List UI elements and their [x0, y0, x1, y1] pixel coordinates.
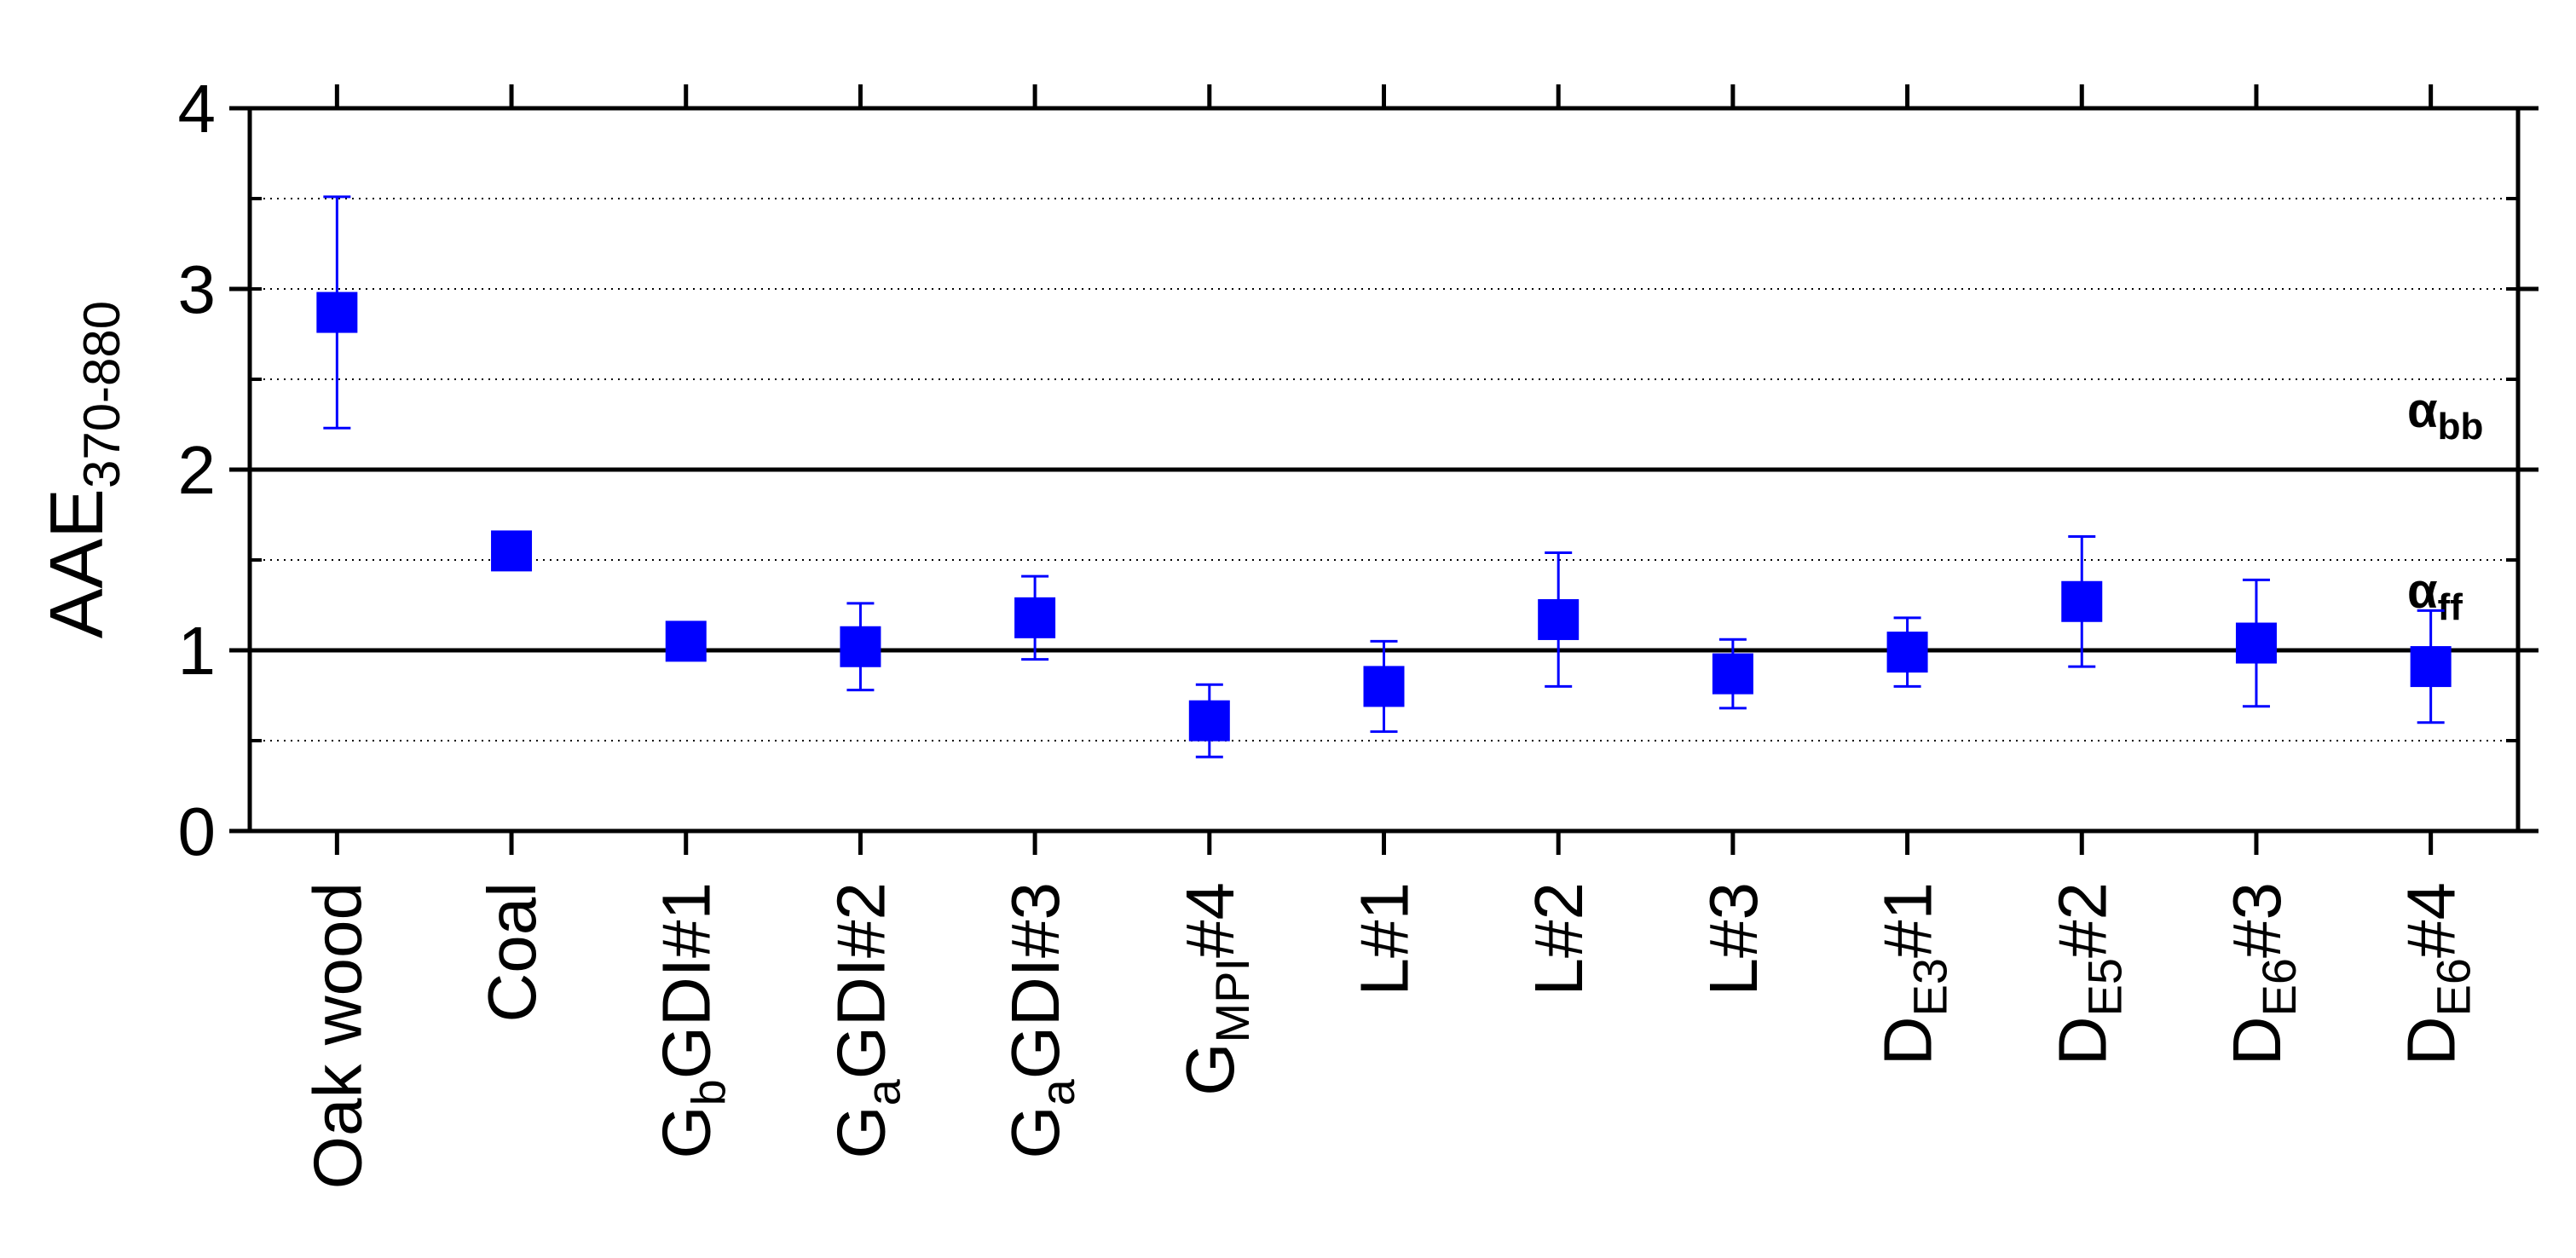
- y-axis-label: AAE370-880: [34, 301, 130, 638]
- text-part: #4: [2394, 882, 2469, 958]
- text-part: D: [2044, 1016, 2120, 1065]
- text-part: GDI#3: [997, 882, 1073, 1079]
- text-part: α: [2407, 383, 2438, 438]
- y-tick-label: 3: [178, 251, 217, 327]
- text-part: G: [1172, 1043, 1248, 1096]
- x-tick-label: DE6#3: [2219, 882, 2306, 1065]
- marker: [840, 626, 881, 667]
- x-tick-label: GbGDI#1: [649, 882, 736, 1159]
- text-part: AAE: [34, 488, 118, 638]
- text-part: D: [2219, 1016, 2295, 1065]
- marker: [491, 530, 533, 572]
- annotation: αbb: [2407, 383, 2483, 447]
- y-tick-label: 1: [178, 613, 217, 689]
- x-tick-label: GaGDI#3: [997, 882, 1084, 1159]
- x-tick-label: DE5#2: [2044, 882, 2131, 1065]
- text-part: G: [823, 1105, 898, 1158]
- text-part: G: [997, 1105, 1073, 1158]
- marker: [2235, 622, 2277, 664]
- subscript: E5: [2077, 958, 2131, 1017]
- text-part: #1: [1870, 882, 1946, 958]
- text-part: Coal: [474, 882, 550, 1023]
- subscript: a: [1031, 1078, 1084, 1105]
- x-tick-label: GaGDI#2: [823, 882, 910, 1159]
- marker: [1712, 653, 1753, 695]
- text-part: D: [1870, 1016, 1946, 1065]
- x-tick-label: DE3#1: [1870, 882, 1957, 1065]
- marker: [1014, 597, 1056, 638]
- y-tick-label: 2: [178, 432, 217, 508]
- marker: [2061, 580, 2103, 622]
- text-part: GDI#1: [649, 882, 725, 1079]
- subscript: bb: [2438, 406, 2484, 447]
- marker: [1886, 632, 1928, 673]
- y-tick-label: 4: [178, 71, 217, 147]
- subscript: MPI: [1205, 958, 1259, 1043]
- text-part: #2: [2044, 882, 2120, 958]
- subscript: 370-880: [73, 301, 130, 488]
- subscript: E6: [2252, 958, 2306, 1017]
- subscript: b: [682, 1079, 736, 1105]
- text-part: L#3: [1695, 882, 1771, 995]
- y-tick-label: 0: [178, 793, 217, 869]
- x-tick-label: DE6#4: [2394, 882, 2481, 1065]
- x-tick-label: Oak wood: [299, 882, 375, 1189]
- text-part: #3: [2219, 882, 2295, 958]
- text-part: G: [649, 1105, 725, 1158]
- marker: [316, 291, 358, 333]
- subscript: a: [856, 1078, 910, 1105]
- subscript: ff: [2438, 586, 2463, 628]
- marker: [2410, 646, 2452, 688]
- text-part: Oak wood: [299, 882, 375, 1189]
- x-tick-label: L#1: [1347, 882, 1423, 995]
- text-part: D: [2394, 1016, 2469, 1065]
- x-tick-label: L#2: [1521, 882, 1597, 995]
- subscript: E3: [1903, 958, 1957, 1017]
- marker: [1363, 666, 1405, 707]
- marker: [1538, 598, 1580, 640]
- x-tick-label: L#3: [1695, 882, 1771, 995]
- subscript: E6: [2427, 958, 2481, 1017]
- text-part: GDI#2: [823, 882, 898, 1079]
- x-tick-label: GMPI#4: [1172, 882, 1259, 1096]
- text-part: L#1: [1347, 882, 1423, 995]
- text-part: L#2: [1521, 882, 1597, 995]
- marker: [665, 620, 707, 662]
- marker: [1188, 700, 1230, 742]
- text-part: #4: [1172, 882, 1248, 958]
- x-tick-label: Coal: [474, 882, 550, 1023]
- annotation: αff: [2407, 563, 2463, 628]
